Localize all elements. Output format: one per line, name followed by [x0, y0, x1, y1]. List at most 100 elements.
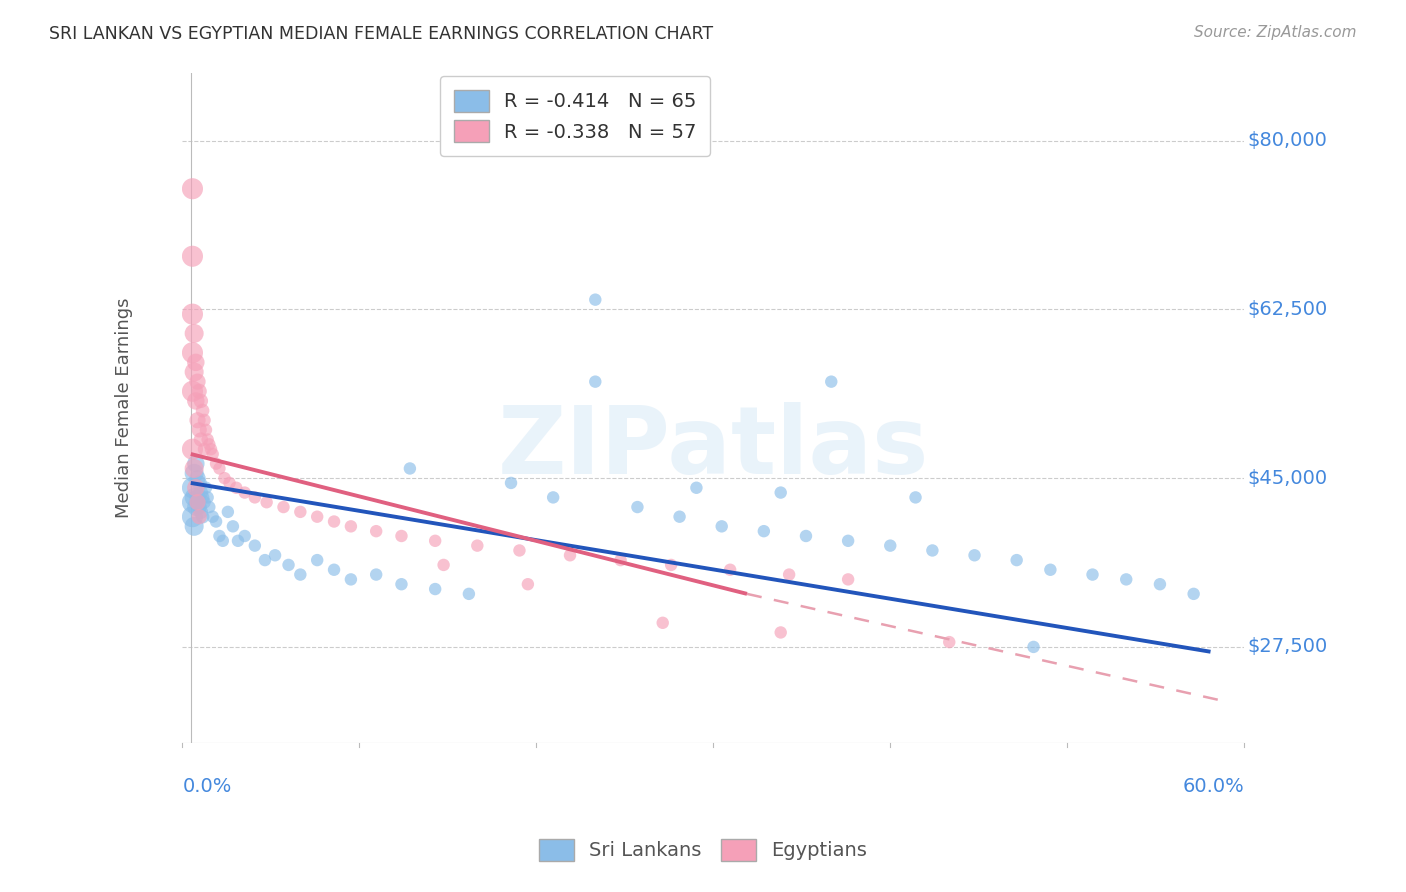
Point [205, 515, 228, 529]
Point [307, 553, 329, 567]
Point [183, 365, 205, 379]
Point [938, 635, 960, 649]
Point [710, 519, 733, 533]
Point [193, 442, 215, 457]
Point [188, 475, 211, 490]
Point [340, 573, 363, 587]
Point [193, 495, 215, 509]
Point [508, 543, 530, 558]
Point [256, 495, 278, 509]
Point [323, 563, 346, 577]
Point [190, 505, 212, 519]
Point [277, 558, 299, 572]
Point [193, 413, 215, 427]
Point [201, 447, 224, 461]
Point [190, 433, 212, 447]
Point [218, 475, 240, 490]
Point [186, 413, 208, 427]
Point [837, 533, 859, 548]
Point [583, 375, 606, 389]
Point [837, 573, 859, 587]
Point [190, 393, 212, 408]
Text: $45,000: $45,000 [1247, 468, 1327, 488]
Point [181, 182, 204, 196]
Point [191, 491, 214, 505]
Point [465, 539, 488, 553]
Point [208, 529, 231, 543]
Point [194, 423, 217, 437]
Point [197, 433, 219, 447]
Point [366, 567, 388, 582]
Point [794, 529, 817, 543]
Point [921, 543, 943, 558]
Point [366, 524, 388, 538]
Point [718, 563, 741, 577]
Point [191, 509, 214, 524]
Point [668, 509, 690, 524]
Point [243, 491, 266, 505]
Point [1081, 567, 1104, 582]
Point [1182, 587, 1205, 601]
Point [183, 461, 205, 475]
Point [233, 485, 256, 500]
Point [769, 485, 792, 500]
Point [181, 345, 204, 359]
Point [253, 553, 276, 567]
Point [233, 529, 256, 543]
Point [181, 481, 204, 495]
Point [820, 375, 842, 389]
Point [651, 615, 673, 630]
Text: ZIPatlas: ZIPatlas [498, 402, 929, 494]
Point [685, 481, 707, 495]
Point [188, 500, 211, 514]
Point [194, 481, 217, 495]
Point [1115, 573, 1137, 587]
Point [273, 500, 295, 514]
Point [879, 539, 901, 553]
Point [181, 384, 204, 399]
Point [183, 519, 205, 533]
Point [626, 500, 648, 514]
Point [499, 475, 522, 490]
Point [188, 509, 211, 524]
Text: Median Female Earnings: Median Female Earnings [115, 298, 134, 518]
Point [399, 461, 422, 475]
Point [1149, 577, 1171, 591]
Point [208, 461, 231, 475]
Point [457, 587, 479, 601]
Point [183, 326, 205, 341]
Point [226, 533, 249, 548]
Point [181, 249, 204, 263]
Point [778, 567, 800, 582]
Point [222, 519, 245, 533]
Point [752, 524, 775, 538]
Point [211, 533, 233, 548]
Point [340, 519, 363, 533]
Point [184, 393, 207, 408]
Point [184, 355, 207, 369]
Point [200, 442, 222, 457]
Point [184, 500, 207, 514]
Point [186, 495, 208, 509]
Point [198, 500, 221, 514]
Point [181, 495, 204, 509]
Text: Source: ZipAtlas.com: Source: ZipAtlas.com [1194, 25, 1357, 40]
Point [243, 539, 266, 553]
Point [205, 457, 228, 471]
Point [184, 457, 207, 471]
Point [183, 467, 205, 481]
Point [963, 549, 986, 563]
Point [558, 549, 581, 563]
Text: $80,000: $80,000 [1247, 131, 1327, 150]
Text: 0.0%: 0.0% [183, 777, 232, 796]
Point [225, 481, 247, 495]
Point [323, 515, 346, 529]
Point [391, 577, 413, 591]
Point [184, 481, 207, 495]
Point [188, 384, 211, 399]
Point [264, 549, 287, 563]
Point [186, 471, 208, 485]
Point [1005, 553, 1028, 567]
Point [290, 505, 312, 519]
Point [186, 491, 208, 505]
